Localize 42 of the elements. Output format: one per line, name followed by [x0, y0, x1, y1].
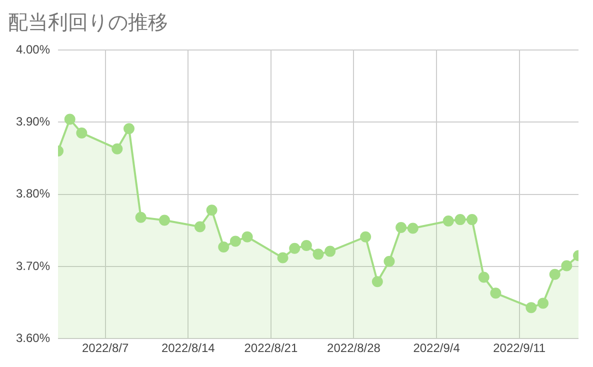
point [230, 236, 241, 247]
y-tick-label: 3.70% [16, 258, 50, 273]
point [112, 143, 123, 154]
y-tick-label: 3.60% [16, 330, 50, 345]
x-tick-label: 2022/9/11 [493, 341, 546, 356]
x-tick-label: 2022/8/14 [161, 341, 216, 356]
point [490, 288, 502, 299]
point [76, 127, 88, 138]
point [64, 114, 76, 125]
point [158, 214, 170, 226]
point [442, 215, 454, 226]
point [538, 298, 549, 309]
point [561, 260, 572, 272]
point [384, 256, 395, 267]
point [526, 302, 537, 314]
point [277, 252, 288, 264]
point [478, 272, 490, 283]
x-tick-label: 2022/8/21 [244, 341, 298, 356]
y-tick-label: 3.80% [16, 186, 50, 201]
point [549, 268, 560, 280]
point [454, 214, 466, 226]
x-tick-label: 2022/8/28 [327, 341, 381, 356]
point [289, 242, 300, 254]
point [372, 276, 383, 288]
point [466, 214, 478, 226]
point [194, 221, 206, 232]
point [300, 240, 312, 252]
y-tick-label: 3.90% [16, 114, 50, 128]
point [407, 222, 418, 234]
point [242, 231, 253, 242]
y-tick-label: 4.00% [16, 42, 50, 56]
x-tick-label: 2022/9/4 [413, 341, 460, 356]
point [360, 231, 372, 242]
point [124, 123, 134, 134]
point [218, 241, 230, 252]
point [135, 212, 146, 223]
point [206, 204, 218, 216]
chart-title: 配当利回りの推移 [8, 10, 168, 34]
point [324, 246, 336, 257]
point [312, 248, 324, 260]
x-tick-label: 2022/8/7 [82, 341, 130, 356]
point [396, 222, 407, 233]
